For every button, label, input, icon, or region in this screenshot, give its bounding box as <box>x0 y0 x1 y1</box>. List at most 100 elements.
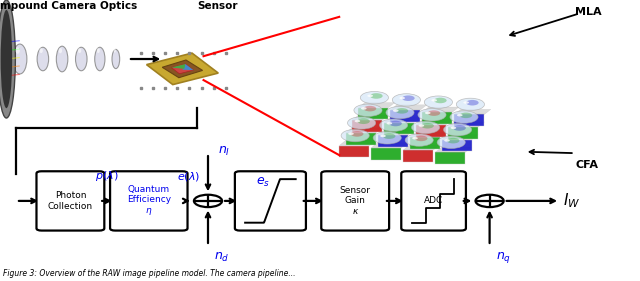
Circle shape <box>456 98 484 110</box>
Ellipse shape <box>112 49 120 69</box>
Ellipse shape <box>40 48 43 53</box>
Polygon shape <box>182 64 193 70</box>
Circle shape <box>415 136 428 141</box>
Ellipse shape <box>113 49 116 53</box>
Ellipse shape <box>95 47 105 71</box>
Polygon shape <box>384 117 420 123</box>
Circle shape <box>424 96 452 108</box>
Circle shape <box>437 136 465 148</box>
Text: ADC: ADC <box>424 196 444 205</box>
Polygon shape <box>448 122 484 127</box>
Circle shape <box>412 121 440 134</box>
Ellipse shape <box>15 47 20 54</box>
Text: Figure 3: Overview of the RAW image pipeline model. The camera pipeline...: Figure 3: Overview of the RAW image pipe… <box>3 269 296 278</box>
FancyBboxPatch shape <box>36 171 104 230</box>
Polygon shape <box>454 109 491 114</box>
Circle shape <box>405 134 433 146</box>
Circle shape <box>367 94 373 97</box>
Polygon shape <box>172 64 186 69</box>
Circle shape <box>460 113 472 118</box>
Circle shape <box>447 138 460 143</box>
FancyBboxPatch shape <box>378 135 408 147</box>
Circle shape <box>348 132 354 135</box>
Circle shape <box>451 126 456 129</box>
Circle shape <box>357 119 370 124</box>
FancyBboxPatch shape <box>448 127 478 139</box>
Circle shape <box>466 100 479 105</box>
Polygon shape <box>422 107 459 112</box>
Polygon shape <box>162 60 203 78</box>
FancyBboxPatch shape <box>403 150 433 162</box>
Circle shape <box>393 109 399 112</box>
Text: Quantum
Efficiency
$\eta$: Quantum Efficiency $\eta$ <box>127 185 171 217</box>
Polygon shape <box>371 143 408 148</box>
Circle shape <box>373 132 401 144</box>
FancyBboxPatch shape <box>352 120 382 132</box>
Circle shape <box>354 104 382 116</box>
Ellipse shape <box>76 47 87 71</box>
FancyBboxPatch shape <box>384 123 414 134</box>
Circle shape <box>389 121 402 126</box>
Text: $n_q$: $n_q$ <box>496 250 511 265</box>
Text: Compound Camera Optics: Compound Camera Optics <box>0 1 137 12</box>
Circle shape <box>457 114 463 116</box>
Ellipse shape <box>78 48 81 53</box>
Polygon shape <box>352 115 388 120</box>
FancyBboxPatch shape <box>454 114 484 126</box>
Polygon shape <box>172 64 193 74</box>
Circle shape <box>425 112 431 114</box>
FancyBboxPatch shape <box>435 152 465 164</box>
Polygon shape <box>410 132 446 137</box>
Circle shape <box>351 131 364 137</box>
Text: CFA: CFA <box>576 160 599 170</box>
Circle shape <box>444 139 450 142</box>
Ellipse shape <box>1 10 12 108</box>
Circle shape <box>431 99 437 101</box>
Circle shape <box>360 92 388 104</box>
Text: $n_d$: $n_d$ <box>214 251 230 264</box>
Circle shape <box>386 106 414 119</box>
FancyBboxPatch shape <box>410 137 440 149</box>
FancyBboxPatch shape <box>110 171 188 230</box>
Circle shape <box>444 124 472 136</box>
Polygon shape <box>442 135 478 140</box>
Circle shape <box>348 117 376 129</box>
Ellipse shape <box>37 47 49 71</box>
Circle shape <box>380 119 408 131</box>
Polygon shape <box>346 128 382 133</box>
Circle shape <box>364 106 376 111</box>
Circle shape <box>355 120 360 122</box>
Circle shape <box>412 137 418 139</box>
Circle shape <box>387 122 392 124</box>
Circle shape <box>383 133 396 139</box>
FancyBboxPatch shape <box>442 140 472 151</box>
Ellipse shape <box>97 48 100 53</box>
Text: $e(\lambda)$: $e(\lambda)$ <box>177 170 200 183</box>
FancyBboxPatch shape <box>371 148 401 160</box>
Circle shape <box>434 98 447 103</box>
Text: $I_W$: $I_W$ <box>563 192 580 210</box>
Text: $p(\lambda)$: $p(\lambda)$ <box>95 169 119 183</box>
Text: Photon
Collection: Photon Collection <box>48 191 93 211</box>
Polygon shape <box>339 140 376 146</box>
Polygon shape <box>416 120 452 125</box>
FancyBboxPatch shape <box>422 112 452 124</box>
FancyBboxPatch shape <box>339 146 369 157</box>
FancyBboxPatch shape <box>346 133 376 145</box>
Circle shape <box>402 96 415 101</box>
Circle shape <box>399 97 405 99</box>
Circle shape <box>361 107 367 110</box>
Circle shape <box>370 93 383 99</box>
Circle shape <box>396 108 408 114</box>
Circle shape <box>453 125 466 131</box>
Circle shape <box>392 94 420 106</box>
Polygon shape <box>358 103 395 108</box>
Ellipse shape <box>0 0 15 118</box>
FancyBboxPatch shape <box>235 171 306 230</box>
Text: Sensor
Gain
$\kappa$: Sensor Gain $\kappa$ <box>340 186 371 216</box>
Circle shape <box>341 129 369 142</box>
Ellipse shape <box>59 48 62 53</box>
FancyBboxPatch shape <box>321 171 389 230</box>
Ellipse shape <box>13 44 27 74</box>
FancyBboxPatch shape <box>390 110 420 122</box>
